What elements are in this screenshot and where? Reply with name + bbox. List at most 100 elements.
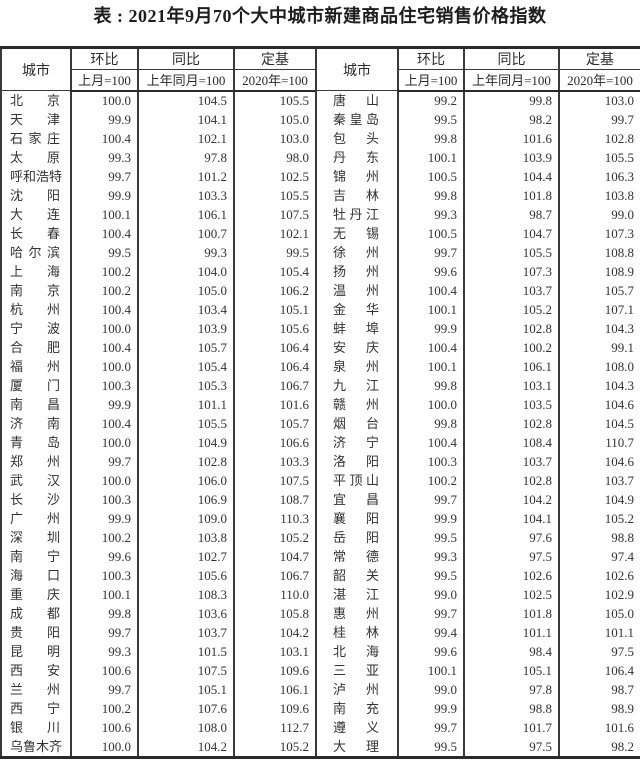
header-mom-right: 环比 [397,47,464,70]
value-cell: 100.1 [70,585,138,604]
value-cell: 99.7 [70,680,138,699]
header-city-right: 城市 [315,47,398,91]
city-cell: 杭州 [0,300,71,319]
table-row: 武汉 100.0 106.0 107.5 平顶山 100.2 102.8 103.7 [0,471,640,490]
value-cell: 104.2 [233,623,316,642]
value-cell: 100.2 [397,471,464,490]
city-cell: 合肥 [0,338,71,357]
city-cell: 大理 [315,737,398,758]
value-cell: 99.0 [397,585,464,604]
city-cell: 乌鲁木齐 [0,737,71,758]
value-cell: 98.0 [233,148,316,167]
value-cell: 105.7 [233,414,316,433]
city-cell: 郑州 [0,452,71,471]
city-cell: 昆明 [0,642,71,661]
value-cell: 101.6 [558,718,640,737]
table-row: 南京 100.2 105.0 106.2 温州 100.4 103.7 105.7 [0,281,640,300]
value-cell: 100.3 [70,376,138,395]
value-cell: 100.1 [70,205,138,224]
header-mom-left: 环比 [70,47,138,70]
city-cell: 惠州 [315,604,398,623]
table-row: 成都 99.8 103.6 105.8 惠州 99.7 101.8 105.0 [0,604,640,623]
value-cell: 99.5 [397,566,464,585]
value-cell: 105.4 [137,357,234,376]
table-row: 合肥 100.4 105.7 106.4 安庆 100.4 100.2 99.1 [0,338,640,357]
value-cell: 99.0 [558,205,640,224]
value-cell: 99.8 [397,186,464,205]
value-cell: 107.6 [137,699,234,718]
city-cell: 韶关 [315,566,398,585]
value-cell: 99.9 [70,509,138,528]
table-row: 贵阳 99.7 103.7 104.2 桂林 99.4 101.1 101.1 [0,623,640,642]
value-cell: 100.0 [70,357,138,376]
value-cell: 98.2 [558,737,640,758]
value-cell: 100.4 [397,281,464,300]
value-cell: 100.6 [70,661,138,680]
city-cell: 徐州 [315,243,398,262]
table-row: 深圳 100.2 103.8 105.2 岳阳 99.5 97.6 98.8 [0,528,640,547]
city-cell: 哈尔滨 [0,243,71,262]
city-cell: 西宁 [0,699,71,718]
value-cell: 100.6 [70,718,138,737]
value-cell: 102.8 [463,414,559,433]
value-cell: 105.5 [463,243,559,262]
subheader-mom-right: 上月=100 [397,69,464,92]
table-row: 厦门 100.3 105.3 106.7 九江 99.8 103.1 104.3 [0,376,640,395]
value-cell: 100.3 [397,452,464,471]
table-row: 南宁 99.6 102.7 104.7 常德 99.3 97.5 97.4 [0,547,640,566]
value-cell: 99.6 [397,642,464,661]
city-cell: 广州 [0,509,71,528]
value-cell: 100.0 [397,395,464,414]
value-cell: 101.1 [463,623,559,642]
value-cell: 106.4 [558,661,640,680]
city-cell: 泉州 [315,357,398,376]
value-cell: 105.2 [558,509,640,528]
value-cell: 106.2 [233,281,316,300]
table-row: 昆明 99.3 101.5 103.1 北海 99.6 98.4 97.5 [0,642,640,661]
city-cell: 北海 [315,642,398,661]
value-cell: 98.8 [558,528,640,547]
value-cell: 101.1 [558,623,640,642]
value-cell: 99.5 [70,243,138,262]
value-cell: 100.2 [463,338,559,357]
value-cell: 100.1 [397,661,464,680]
value-cell: 100.0 [70,319,138,338]
value-cell: 102.9 [558,585,640,604]
value-cell: 103.8 [137,528,234,547]
value-cell: 97.5 [463,547,559,566]
value-cell: 105.0 [233,110,316,129]
city-cell: 成都 [0,604,71,623]
value-cell: 102.8 [558,129,640,148]
value-cell: 103.7 [463,452,559,471]
city-cell: 贵阳 [0,623,71,642]
value-cell: 112.7 [233,718,316,737]
table-row: 郑州 99.7 102.8 103.3 洛阳 100.3 103.7 104.6 [0,452,640,471]
value-cell: 97.6 [463,528,559,547]
value-cell: 110.3 [233,509,316,528]
city-cell: 重庆 [0,585,71,604]
value-cell: 99.9 [397,699,464,718]
table-row: 长沙 100.3 106.9 108.7 宜昌 99.7 104.2 104.9 [0,490,640,509]
city-cell: 岳阳 [315,528,398,547]
table-row: 太原 99.3 97.8 98.0 丹东 100.1 103.9 105.5 [0,148,640,167]
value-cell: 101.1 [137,395,234,414]
value-cell: 106.6 [233,433,316,452]
city-cell: 烟台 [315,414,398,433]
value-cell: 103.1 [233,642,316,661]
city-cell: 温州 [315,281,398,300]
value-cell: 98.7 [463,205,559,224]
value-cell: 104.9 [137,433,234,452]
value-cell: 99.4 [397,623,464,642]
value-cell: 103.7 [137,623,234,642]
city-cell: 海口 [0,566,71,585]
value-cell: 105.1 [233,300,316,319]
value-cell: 101.6 [463,129,559,148]
value-cell: 97.8 [463,680,559,699]
city-cell: 宜昌 [315,490,398,509]
value-cell: 99.8 [70,604,138,623]
value-cell: 97.4 [558,547,640,566]
table-row: 西安 100.6 107.5 109.6 三亚 100.1 105.1 106.4 [0,661,640,680]
header-base-right: 定基 [558,47,640,70]
value-cell: 101.5 [137,642,234,661]
value-cell: 105.1 [463,661,559,680]
